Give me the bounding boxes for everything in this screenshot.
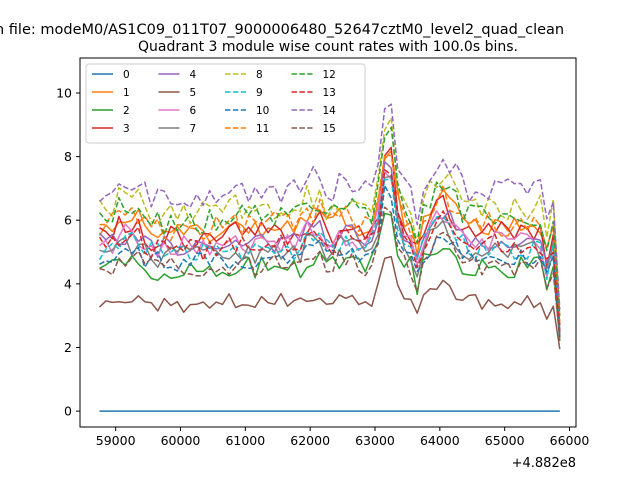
x-axis: 59000 60000 61000 62000 63000 64000 65000 66000	[96, 427, 590, 448]
legend-box	[85, 63, 366, 144]
y-tick-label: 8	[64, 149, 72, 164]
series-line-15	[99, 206, 561, 338]
legend-label: 4	[190, 69, 197, 81]
x-tick-label: 62000	[290, 433, 330, 448]
legend-label: 8	[256, 69, 263, 81]
legend-label: 3	[123, 123, 130, 135]
series-line-8	[98, 117, 561, 316]
legend-label: 7	[190, 123, 197, 135]
series-line-14	[98, 103, 561, 310]
y-tick-label: 4	[64, 276, 72, 291]
x-offset-label: +4.882e8	[512, 456, 576, 471]
x-tick-label: 59000	[96, 433, 136, 448]
legend-label: 10	[256, 105, 269, 117]
legend-label: 2	[123, 105, 130, 117]
figure-suptitle: n file: modeM0/AS1C09_011T07_9000006480_…	[0, 22, 564, 38]
axes-frame	[79, 57, 577, 428]
series-layer	[98, 103, 561, 412]
legend-label: 12	[323, 69, 336, 81]
x-tick-label: 61000	[225, 433, 265, 448]
series-line-6	[99, 171, 561, 335]
legend-label: 5	[190, 87, 197, 99]
legend-label: 1	[123, 87, 130, 99]
legend-label: 13	[323, 87, 336, 99]
legend-label: 6	[190, 105, 197, 117]
legend-label: 9	[256, 87, 263, 99]
legend-label: 11	[256, 123, 269, 135]
x-tick-label: 64000	[420, 433, 460, 448]
series-line-2	[99, 212, 561, 342]
series-line-9	[98, 178, 561, 332]
y-tick-label: 0	[64, 404, 72, 419]
y-tick-label: 10	[56, 85, 72, 100]
chart-title: Quadrant 3 module wise count rates with …	[138, 39, 518, 55]
series-line-11	[99, 154, 561, 323]
y-axis: 0 2 4 6 8 10	[56, 85, 80, 419]
y-tick-label: 6	[64, 213, 72, 228]
legend-label: 0	[123, 69, 130, 81]
series-line-13	[98, 169, 561, 332]
x-tick-label: 63000	[355, 433, 395, 448]
x-tick-label: 66000	[550, 433, 590, 448]
series-line-7	[99, 175, 561, 338]
legend-label: 14	[323, 105, 337, 117]
y-tick-label: 2	[64, 340, 72, 355]
series-line-5	[98, 255, 561, 350]
x-tick-label: 60000	[161, 433, 201, 448]
x-tick-label: 65000	[485, 433, 525, 448]
legend-label: 15	[323, 123, 336, 135]
series-line-12	[98, 126, 561, 316]
series-line-10	[99, 184, 561, 338]
